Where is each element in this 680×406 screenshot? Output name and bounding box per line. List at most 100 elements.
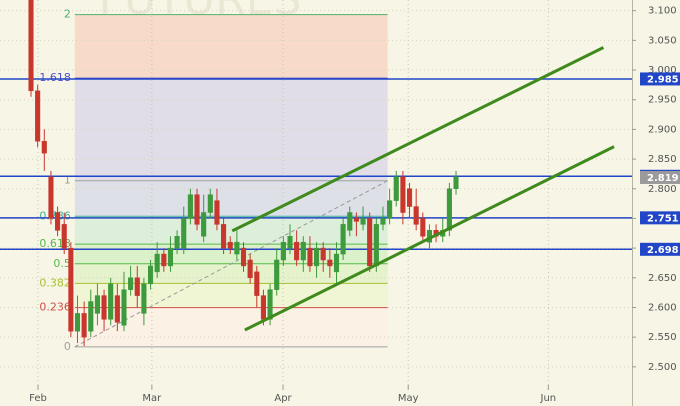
fib-label: 0 [64,340,71,353]
candle-body [174,235,180,249]
candle-body [94,295,100,314]
candle-body [307,247,313,267]
candle-body [380,218,386,225]
price-tag [640,72,680,86]
price-tag [640,170,680,184]
y-tick-label: 2.600 [648,302,677,313]
y-tick-label: 3.050 [648,35,677,46]
y-tick-label: 2.900 [648,124,677,135]
candle-body [353,218,359,222]
candle-body [406,188,413,207]
candle-body [128,277,134,290]
y-tick-label: 2.950 [648,95,677,106]
y-tick-label: 3.100 [648,6,677,17]
price-tag-label: 2.985 [647,74,679,85]
candle-body [247,259,253,279]
fib-label: 1 [64,174,71,187]
candle-body [161,253,167,267]
candle-body [28,0,34,92]
candle-body [294,241,300,261]
fib-label: 0.382 [39,276,71,289]
candle-body [48,176,54,219]
candle-body [214,200,220,225]
candle-body [254,271,260,296]
fib-band [74,283,388,308]
y-tick-label: 2.500 [648,362,677,373]
candle-body [300,241,306,261]
fib-anchor [74,180,388,348]
y-tick-label: 2.650 [648,273,677,284]
candle-body [287,235,293,249]
fib-label: 1.618 [39,71,71,84]
candle-body [68,247,74,332]
price-tag-label: 2.819 [647,173,679,184]
candle-body [360,218,366,225]
candle-body [35,90,41,142]
x-tick-label: Jun [540,393,557,404]
candle-body [101,295,107,320]
fib-label: 2 [64,8,71,21]
price-tag-label: 2.698 [647,245,679,256]
candle-body [333,253,340,273]
candle-body [121,289,127,326]
candle-body [387,200,393,219]
x-tick-label: Feb [29,393,47,404]
candle-body [327,259,333,267]
candle-body [413,206,419,225]
candle-body [88,301,94,332]
fib-label: 0.236 [39,301,71,314]
candle-body [320,247,326,261]
candle-body [147,265,154,284]
candle-body [167,247,174,267]
candle-body [201,212,207,237]
price-tag [640,242,680,256]
x-tick-label: Mar [142,393,162,404]
fib-band [74,78,388,181]
candle-body [154,253,160,273]
fib-band [74,14,388,79]
candle-body [314,247,320,267]
candle-body [81,313,87,338]
fib-band [74,307,388,347]
candle-body [61,224,67,249]
price-tag-label: 2.751 [647,213,679,224]
trend-line [244,145,615,332]
candle-body [400,176,406,213]
candle-body [240,247,247,267]
candle-body [114,295,120,323]
price-tag [640,211,680,225]
fib-band [74,216,388,245]
fib-label: 0.5 [53,257,71,270]
y-tick-label: 2.550 [648,332,677,343]
candle-body [393,176,399,201]
candle-body [41,141,47,154]
candle-body [74,313,81,332]
candle-body [373,224,379,267]
x-tick-label: May [398,393,419,404]
candle-body [134,277,140,296]
x-tick-label: Apr [274,393,292,404]
candle-body [187,194,193,219]
fib-band [74,263,388,284]
y-tick-label: 3.000 [648,65,677,76]
candle-body [367,218,373,267]
candle-body [141,283,147,314]
candle-body [221,224,227,249]
candle-body [55,212,61,231]
candle-body [227,241,233,249]
candle-body [280,241,286,261]
candle-body [274,259,280,290]
candle-body [260,295,266,320]
fib-band [74,180,388,217]
candle-body [181,218,187,249]
candle-body [347,212,353,231]
y-tick-label: 2.800 [648,184,677,195]
candle-body [340,224,346,255]
candle-body [267,289,273,320]
candle-body [234,241,240,255]
candle-body [420,218,426,237]
candle-body [207,194,213,213]
candle-body [108,283,114,320]
y-tick-label: 2.850 [648,154,677,165]
